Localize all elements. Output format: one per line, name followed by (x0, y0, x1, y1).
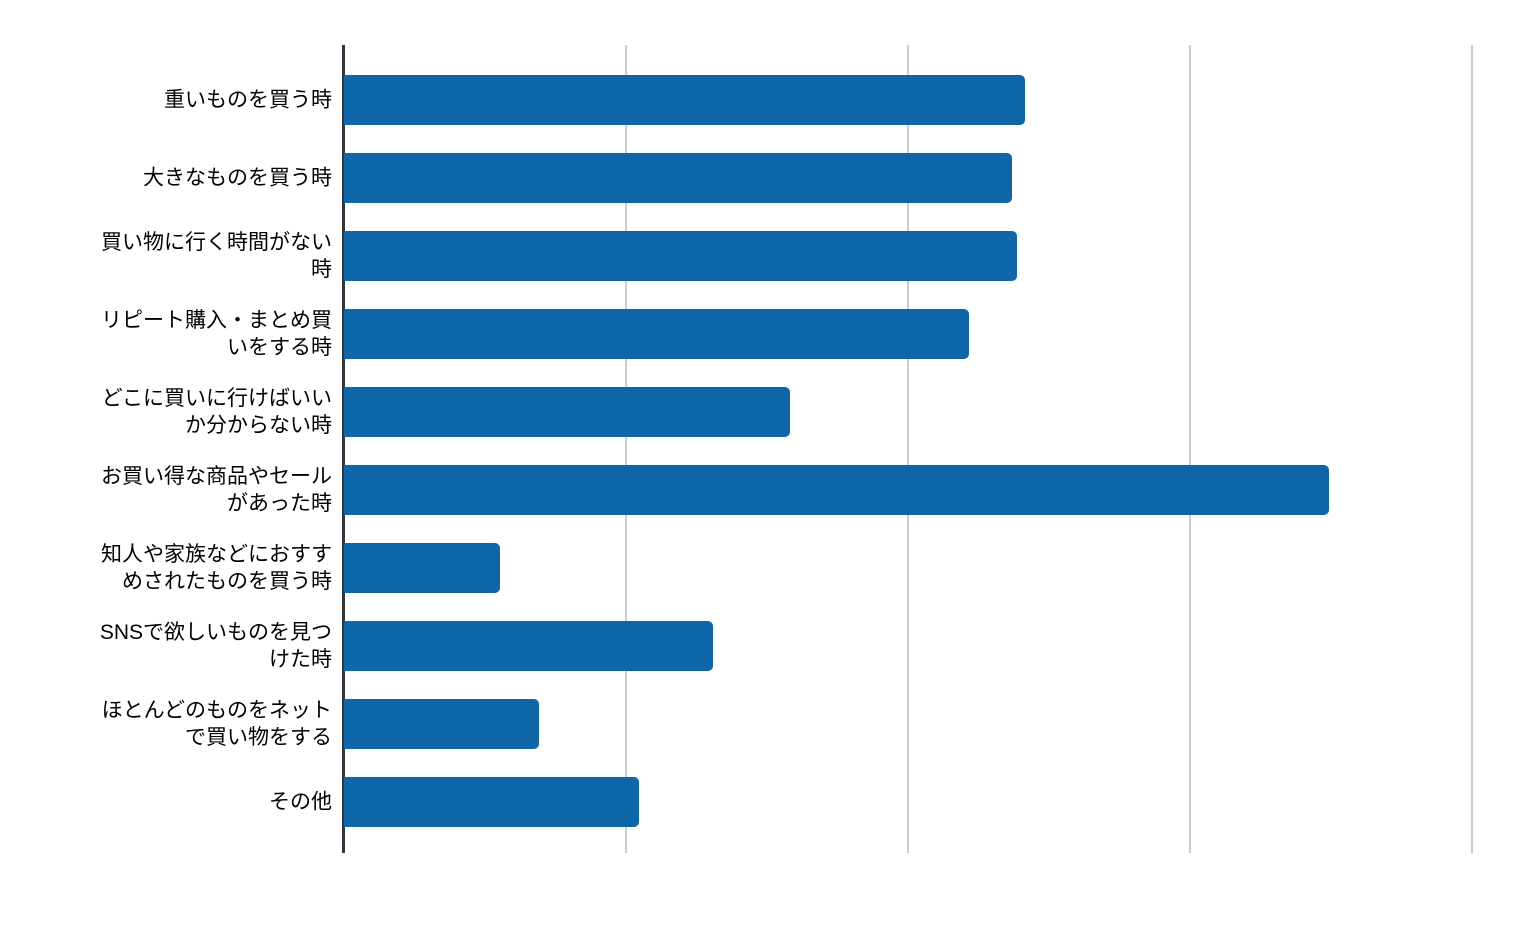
x-gridline (624, 45, 627, 853)
bar (344, 777, 639, 827)
category-label: お買い得な商品やセール があった時 (101, 465, 332, 515)
bar (344, 387, 790, 437)
bar (344, 75, 1025, 125)
category-label: SNSで欲しいものを見つ けた時 (99, 621, 332, 671)
bar (344, 309, 969, 359)
category-label: 大きなものを買う時 (143, 166, 332, 190)
bar (344, 699, 539, 749)
bar (344, 465, 1329, 515)
x-gridline (906, 45, 909, 853)
category-label: ほとんどのものをネット で買い物をする (101, 699, 332, 749)
category-label: どこに買いに行けばいい か分からない時 (101, 387, 332, 437)
category-label: 知人や家族などにおすす めされたものを買う時 (101, 543, 332, 593)
x-gridline (1470, 45, 1473, 853)
bar (344, 231, 1017, 281)
category-label: 買い物に行く時間がない 時 (101, 231, 332, 281)
category-label: その他 (269, 790, 332, 814)
y-axis-line (342, 45, 345, 853)
bar (344, 153, 1012, 203)
bar (344, 621, 713, 671)
x-gridline (1188, 45, 1191, 853)
category-label: 重いものを買う時 (164, 88, 332, 112)
bar (344, 543, 500, 593)
category-label: リピート購入・まとめ買 いをする時 (101, 309, 332, 359)
